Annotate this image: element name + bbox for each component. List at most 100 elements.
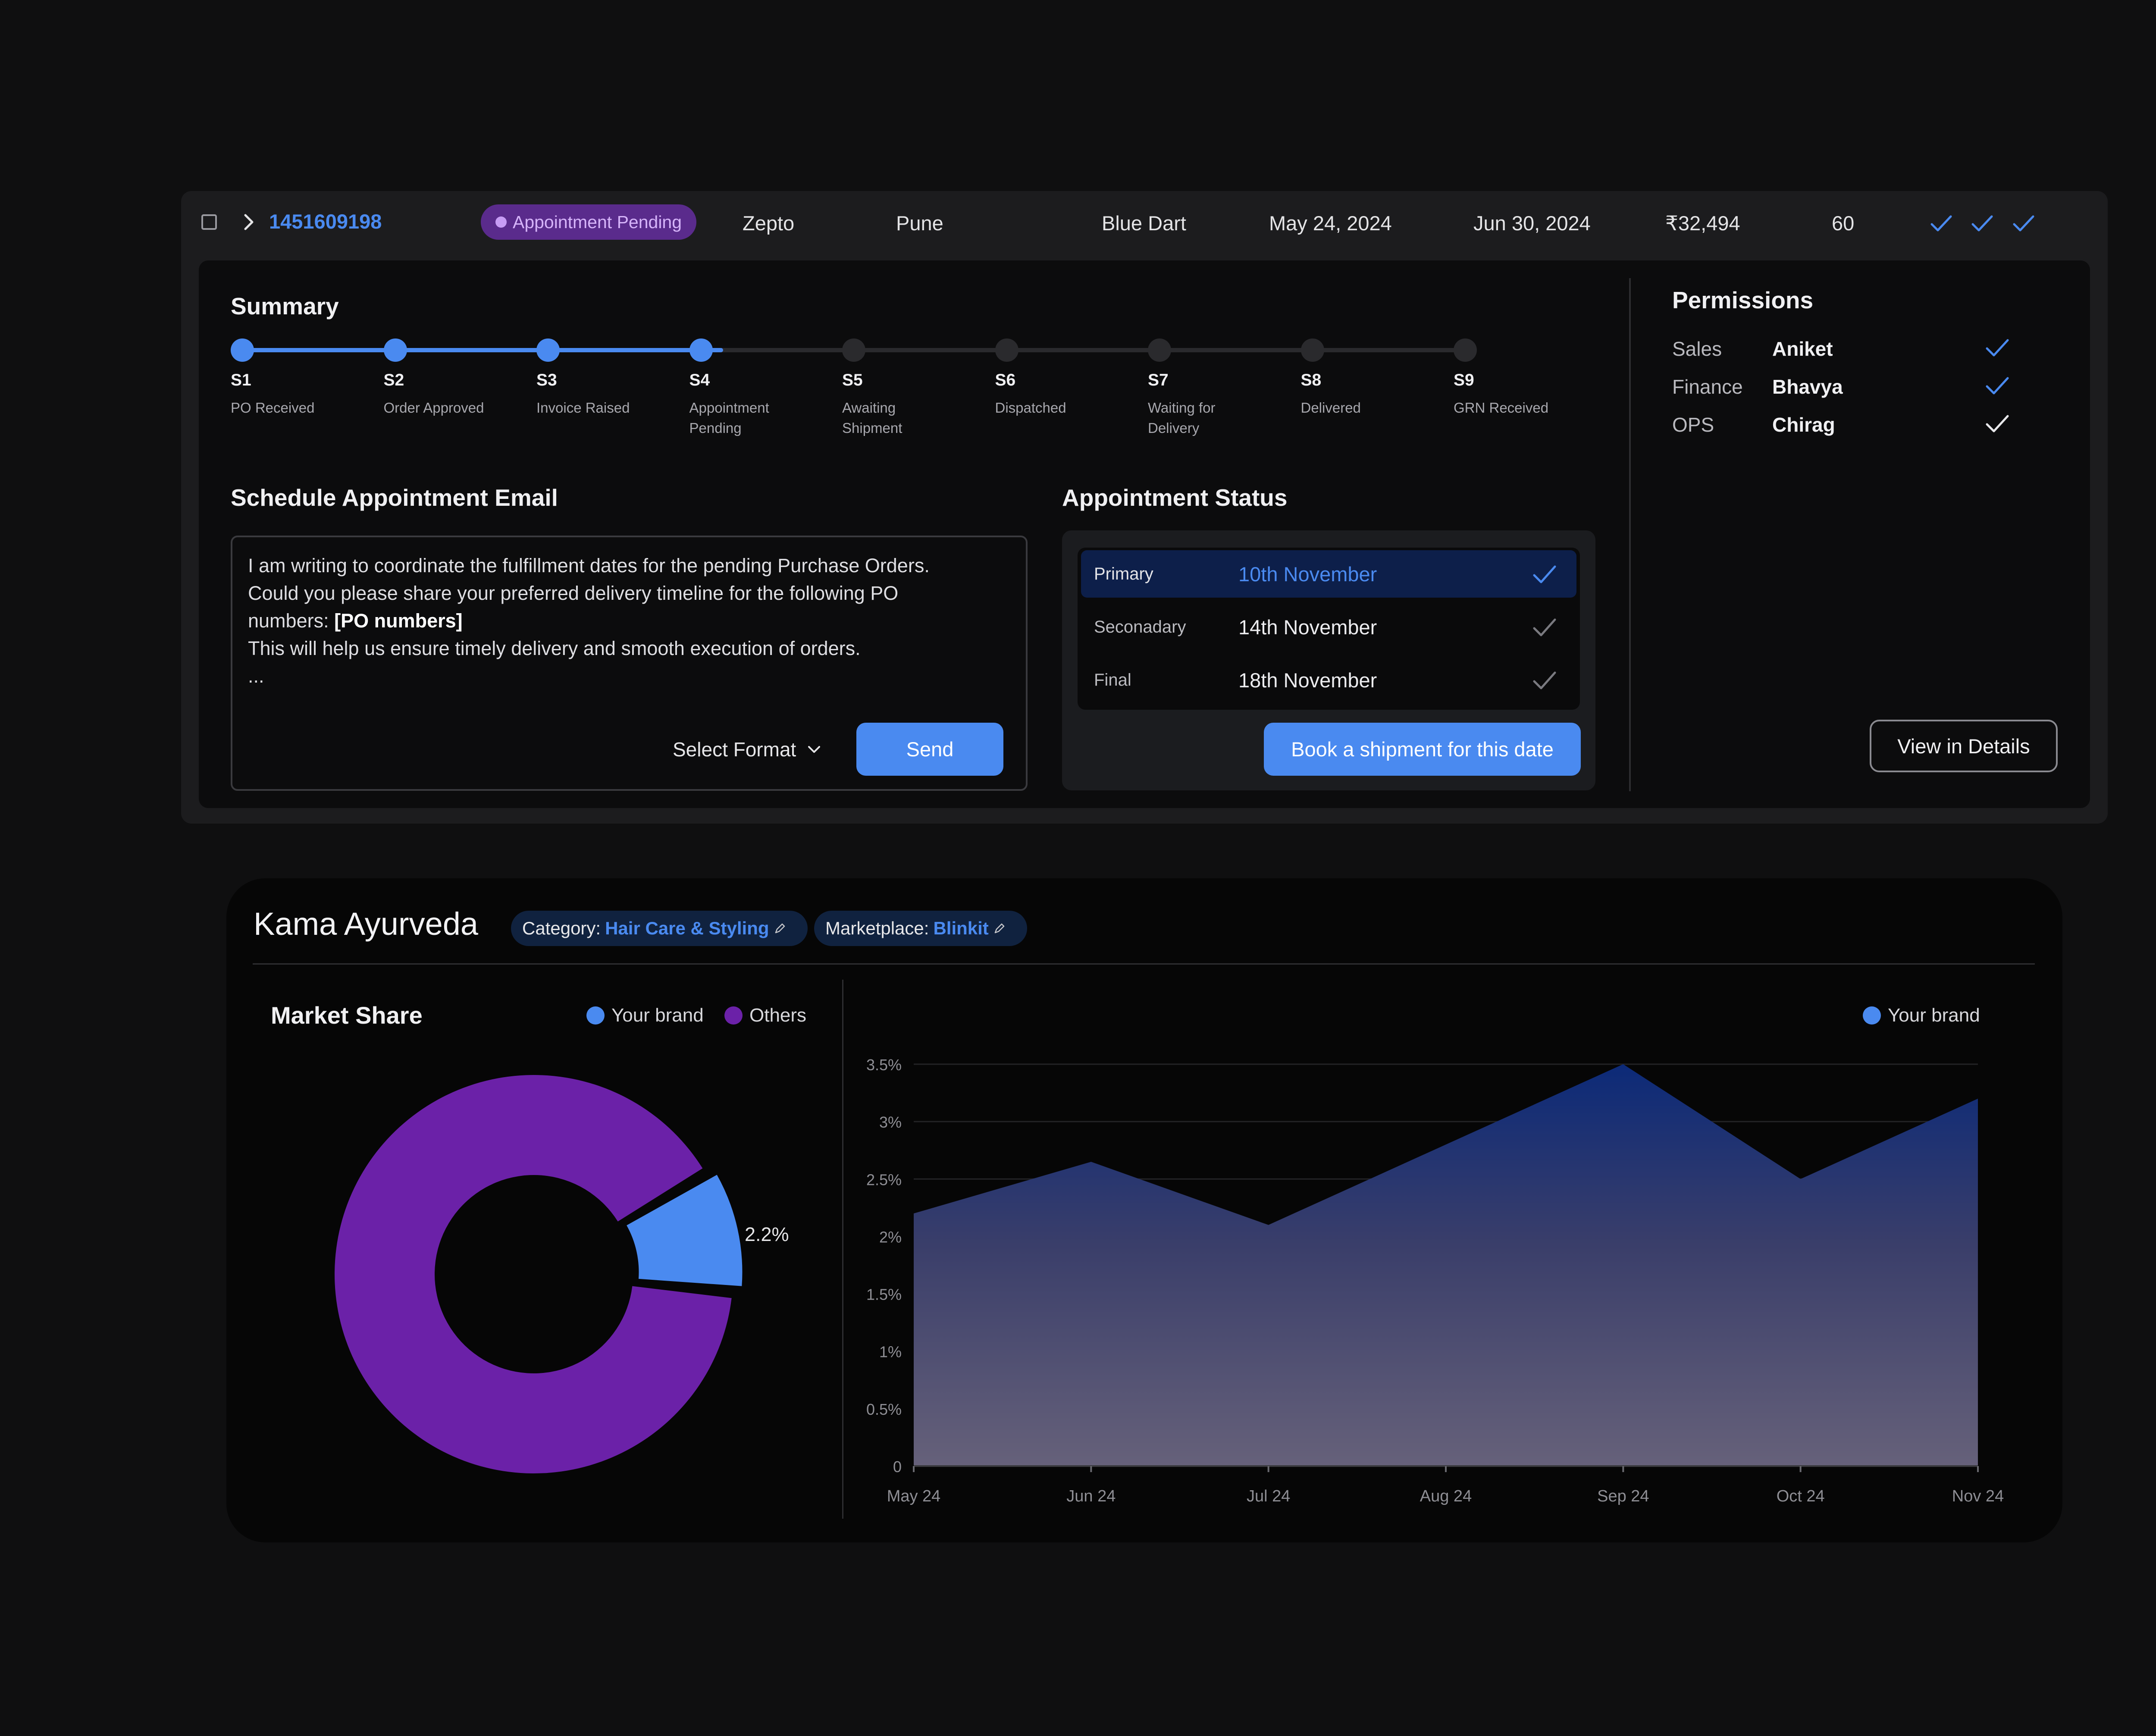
permission-user: Chirag [1772,414,1835,436]
send-button[interactable]: Send [856,723,1003,776]
email-line: I am writing to coordinate the fulfillme… [248,555,930,577]
view-details-button[interactable]: View in Details [1870,720,2058,772]
step-code: S6 [995,371,1016,389]
step-code: S3 [536,371,557,389]
email-line: numbers: [PO numbers] [248,607,1020,635]
step-label: Order Approved [383,400,484,416]
appointment-label: Final [1094,671,1131,689]
y-tick-label: 2% [879,1228,902,1246]
step-dot-s7 [1148,338,1171,362]
category-tag[interactable]: Category: Hair Care & Styling [511,911,808,946]
amount-cell: ₹32,494 [1665,212,1740,235]
quantity-cell: 60 [1832,212,1855,235]
marketplace-key: Marketplace: [825,918,929,938]
status-dot-icon [495,216,507,228]
chart-divider [842,980,843,1519]
email-line: ... [248,665,264,687]
step-code: S7 [1148,371,1169,389]
step-label: Invoice Raised [536,400,630,416]
step-dot-s3 [536,338,560,362]
step-dot-s4 [689,338,713,362]
legend-swatch [586,1006,605,1025]
appointment-date: 18th November [1238,669,1377,692]
x-tick-label: Nov 24 [1952,1487,2004,1505]
check-icon [1533,565,1556,583]
y-tick-label: 0 [893,1458,902,1476]
appointment-date: 14th November [1238,616,1377,639]
legend-label: Your brand [611,1005,704,1026]
pie-legend-your-brand: Your brand [586,1005,704,1026]
summary-title: Summary [231,293,339,320]
step-code: S9 [1454,371,1474,389]
city-cell: Pune [896,212,943,235]
category-key: Category: [522,918,601,938]
step-dot-s5 [842,338,865,362]
x-tick-label: Oct 24 [1777,1487,1825,1505]
customer-cell: Zepto [743,212,795,235]
step-dot-s6 [995,338,1018,362]
appointment-date: 10th November [1238,563,1377,586]
pie-legend-others: Others [724,1005,806,1026]
x-tick-label: Aug 24 [1420,1487,1472,1505]
y-tick-label: 3.5% [866,1056,902,1074]
step-dot-s2 [383,338,407,362]
check-icon [1986,415,2009,432]
status-badge-label: Appointment Pending [512,212,682,232]
appointment-status-title: Appointment Status [1062,484,1288,511]
check-icon [1533,618,1556,636]
check-icon [1986,377,2009,395]
check-icon [2013,215,2034,232]
permission-role: Finance [1672,376,1743,398]
email-textarea[interactable] [231,536,1028,791]
y-tick-label: 0.5% [866,1401,902,1418]
area-series-your-brand [914,1064,1978,1466]
legend-swatch [724,1006,743,1025]
y-tick-label: 3% [879,1113,902,1131]
x-tick-label: Jul 24 [1247,1487,1290,1505]
legend-swatch [1863,1006,1881,1025]
select-format-dropdown[interactable]: Select Format [673,734,822,765]
po-numbers-placeholder: [PO numbers] [334,610,463,632]
brand-divider [253,963,2035,965]
row-checkbox[interactable] [201,214,217,230]
panel-divider [1629,278,1631,791]
permission-user: Aniket [1772,338,1833,360]
chevron-down-icon [808,746,821,753]
legend-label: Others [749,1005,807,1026]
category-value: Hair Care & Styling [605,918,769,938]
appointment-row-primary[interactable] [1081,550,1576,598]
due-date-cell: Jun 30, 2024 [1473,212,1591,235]
step-code: S2 [383,371,404,389]
brand-title: Kama Ayurveda [254,906,479,942]
step-code: S4 [689,371,710,389]
check-icon [1533,671,1556,689]
market-share-title: Market Share [271,1002,423,1029]
y-tick-label: 1.5% [866,1286,902,1304]
po-number-link[interactable]: 1451609198 [269,210,382,233]
pencil-icon[interactable] [774,922,787,935]
legend-label: Your brand [1888,1005,1980,1026]
pencil-icon[interactable] [993,922,1006,935]
check-icon [1971,215,1993,232]
email-body[interactable]: I am writing to coordinate the fulfillme… [248,552,1020,690]
select-format-label: Select Format [673,738,796,761]
y-tick-label: 1% [879,1343,902,1361]
step-label: PO Received [231,400,315,416]
step-label: GRN Received [1454,400,1549,416]
appointment-label: Primary [1094,564,1153,583]
stepper-progress [242,348,723,352]
courier-cell: Blue Dart [1102,212,1186,235]
status-badge: Appointment Pending [481,204,696,240]
step-code: S8 [1300,371,1322,389]
chevron-right-icon[interactable] [239,213,258,232]
book-shipment-button[interactable]: Book a shipment for this date [1264,723,1581,776]
x-tick-label: Jun 24 [1066,1487,1116,1505]
x-tick-label: May 24 [887,1487,941,1505]
step-label: Delivered [1300,400,1361,416]
marketplace-tag[interactable]: Marketplace: Blinkit [814,911,1027,946]
x-tick-label: Sep 24 [1597,1487,1649,1505]
step-code: S5 [842,371,863,389]
email-line-text: numbers: [248,610,335,632]
order-date-cell: May 24, 2024 [1269,212,1392,235]
